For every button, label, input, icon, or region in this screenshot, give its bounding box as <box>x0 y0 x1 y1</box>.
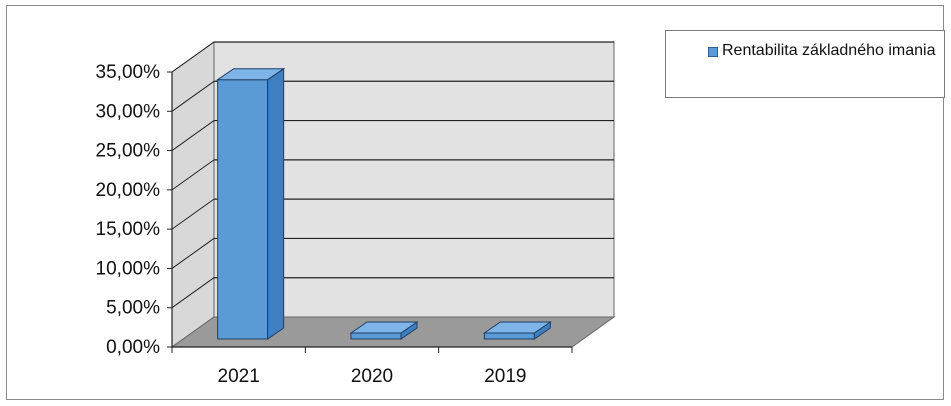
y-tick-label: 20,00% <box>96 180 161 201</box>
gridline-side <box>171 198 215 230</box>
legend-swatch <box>708 47 718 57</box>
x-tick-label: 2020 <box>351 366 393 387</box>
bar-top <box>216 68 286 81</box>
y-tick-label: 10,00% <box>96 258 161 279</box>
axes <box>171 72 573 353</box>
y-tick-label: 0,00% <box>106 337 160 358</box>
y-tick-labels: 0,00% 5,00% 10,00% 15,00% 20,00% 25,00% 30,00%… <box>96 62 172 358</box>
bar-front <box>350 332 402 340</box>
bar-front <box>483 332 535 340</box>
y-tick-label: 35,00% <box>96 62 161 83</box>
gridline-side <box>171 238 215 269</box>
y-tick-label: 30,00% <box>96 101 161 122</box>
y-tick-label: 25,00% <box>96 141 161 162</box>
x-tick-label: 2019 <box>484 366 526 387</box>
gridline-side <box>171 80 215 112</box>
bar-top <box>482 321 552 334</box>
bar-side <box>267 67 285 340</box>
bars <box>216 67 552 340</box>
bar-top <box>349 321 419 334</box>
y-tick-label: 15,00% <box>96 219 161 240</box>
bar <box>216 67 286 340</box>
legend-label: Rentabilita základného imania <box>722 42 936 59</box>
side-wall <box>171 41 215 348</box>
x-tick-labels: 2021 2020 2019 <box>218 366 527 387</box>
bar <box>482 321 552 340</box>
legend: Rentabilita základného imania <box>665 30 945 98</box>
gridline-side <box>171 41 215 73</box>
bar <box>349 321 419 340</box>
gridline-side <box>171 159 215 191</box>
bar-front <box>217 79 269 340</box>
y-tick-label: 5,00% <box>106 298 160 319</box>
x-tick-label: 2021 <box>218 366 260 387</box>
gridline-side <box>171 277 215 309</box>
gridline-side <box>171 120 215 151</box>
